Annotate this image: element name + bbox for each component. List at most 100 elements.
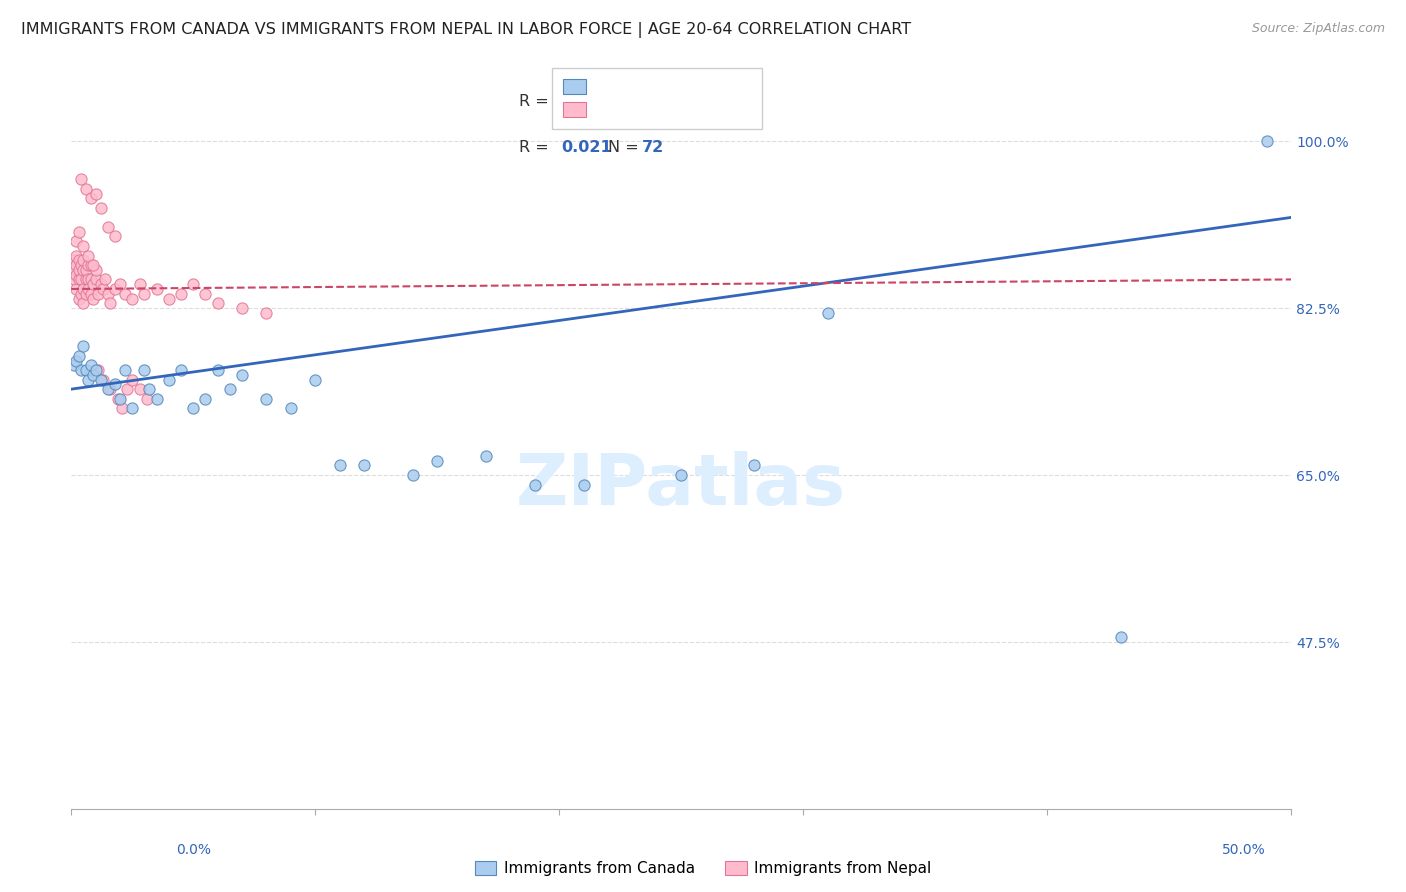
Point <box>128 382 150 396</box>
Text: 0.0%: 0.0% <box>176 843 211 857</box>
Point <box>82 368 104 382</box>
Point <box>280 401 302 416</box>
Text: 0.021: 0.021 <box>562 140 613 155</box>
Point <box>194 392 217 406</box>
Point <box>62 263 84 277</box>
Point <box>72 296 94 310</box>
Point <box>67 272 90 286</box>
Point <box>77 282 100 296</box>
Point <box>75 286 97 301</box>
Point <box>70 272 93 286</box>
Point <box>89 373 111 387</box>
Point <box>207 363 229 377</box>
Point <box>138 382 160 396</box>
Point <box>256 392 278 406</box>
Point <box>80 359 103 373</box>
Text: 50.0%: 50.0% <box>1222 843 1265 857</box>
Point <box>121 401 143 416</box>
Point <box>65 249 87 263</box>
Point <box>97 286 120 301</box>
Point <box>84 363 107 377</box>
Point <box>114 363 136 377</box>
Point <box>117 382 139 396</box>
Point <box>194 286 217 301</box>
Point <box>75 182 97 196</box>
Point <box>82 292 104 306</box>
Point <box>1109 630 1132 644</box>
Point <box>89 277 111 292</box>
Text: Source: ZipAtlas.com: Source: ZipAtlas.com <box>1251 22 1385 36</box>
Point <box>181 401 204 416</box>
Point <box>402 468 425 483</box>
Point <box>70 258 93 272</box>
Point <box>98 296 121 310</box>
Point <box>181 277 204 292</box>
Point <box>157 292 180 306</box>
Point <box>72 253 94 268</box>
Point <box>231 301 253 315</box>
Text: R =: R = <box>519 95 554 109</box>
Point <box>80 191 103 205</box>
Point <box>134 286 156 301</box>
Point <box>121 292 143 306</box>
Point <box>67 263 90 277</box>
Point <box>67 292 90 306</box>
Text: N =: N = <box>607 95 644 109</box>
Point <box>77 258 100 272</box>
Point <box>104 282 127 296</box>
Point <box>97 382 120 396</box>
Point <box>104 377 127 392</box>
Point <box>70 172 93 186</box>
Text: 41: 41 <box>643 95 665 109</box>
Point <box>218 382 240 396</box>
Point <box>108 392 131 406</box>
Text: 0.317: 0.317 <box>562 95 613 109</box>
Point <box>98 382 121 396</box>
Point <box>157 373 180 387</box>
Point <box>114 286 136 301</box>
Point <box>72 239 94 253</box>
Point <box>77 272 100 286</box>
Point <box>256 306 278 320</box>
Point <box>87 286 110 301</box>
Point <box>426 454 449 468</box>
Point <box>72 339 94 353</box>
Point <box>135 392 157 406</box>
Point <box>572 477 595 491</box>
Point <box>75 363 97 377</box>
Legend: R = 0.317   N = 41, R = 0.021   N = 72: R = 0.317 N = 41, R = 0.021 N = 72 <box>553 68 762 129</box>
Point <box>231 368 253 382</box>
Point <box>80 286 103 301</box>
Point <box>353 458 375 473</box>
Point <box>107 392 129 406</box>
Point <box>170 363 193 377</box>
Point <box>62 359 84 373</box>
Point <box>170 286 193 301</box>
Text: IMMIGRANTS FROM CANADA VS IMMIGRANTS FROM NEPAL IN LABOR FORCE | AGE 20-64 CORRE: IMMIGRANTS FROM CANADA VS IMMIGRANTS FRO… <box>21 22 911 38</box>
Point <box>304 373 326 387</box>
Point <box>72 282 94 296</box>
Text: N =: N = <box>607 140 644 155</box>
Point <box>87 363 110 377</box>
Legend: Immigrants from Canada, Immigrants from Nepal: Immigrants from Canada, Immigrants from … <box>468 855 938 882</box>
Point <box>75 272 97 286</box>
Point <box>67 349 90 363</box>
Point <box>329 458 352 473</box>
Text: ZIPatlas: ZIPatlas <box>516 451 846 520</box>
Text: R =: R = <box>519 140 554 155</box>
Point <box>91 373 114 387</box>
Point <box>82 258 104 272</box>
Point <box>65 353 87 368</box>
Point <box>145 392 167 406</box>
Point <box>108 277 131 292</box>
Point <box>91 282 114 296</box>
Point <box>84 272 107 286</box>
Point <box>80 258 103 272</box>
Point <box>475 449 498 463</box>
Point <box>104 229 127 244</box>
Point <box>77 373 100 387</box>
Point <box>817 306 839 320</box>
Point <box>1256 134 1278 148</box>
Point <box>671 468 693 483</box>
Point <box>77 249 100 263</box>
